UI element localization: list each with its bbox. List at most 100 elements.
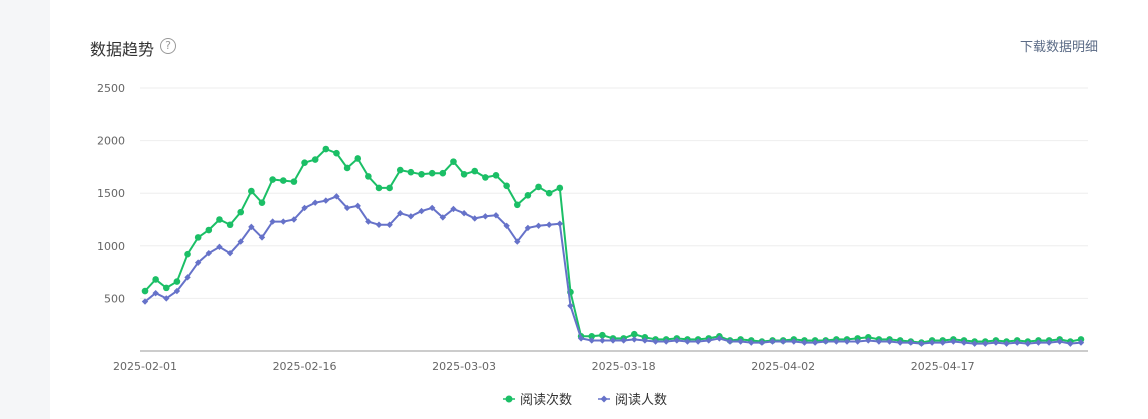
data-point xyxy=(503,222,510,230)
data-point xyxy=(1003,340,1010,347)
data-point xyxy=(705,337,712,344)
chart-series xyxy=(141,145,1085,347)
data-point xyxy=(280,218,287,225)
x-tick-label: 2025-03-03 xyxy=(432,360,496,373)
data-point xyxy=(301,159,308,166)
data-point xyxy=(1056,338,1063,345)
data-point xyxy=(460,209,468,217)
data-point xyxy=(769,338,776,345)
download-data-link[interactable]: 下载数据明细 xyxy=(1019,40,1098,55)
data-point xyxy=(396,166,404,174)
data-point xyxy=(513,201,521,209)
data-point xyxy=(1077,339,1085,346)
data-point xyxy=(184,250,191,258)
data-point xyxy=(428,204,436,212)
data-point xyxy=(216,243,223,251)
data-point xyxy=(1013,339,1021,346)
data-point xyxy=(492,172,500,179)
data-point xyxy=(673,337,681,344)
data-point xyxy=(322,197,330,204)
data-point xyxy=(173,278,181,285)
data-point xyxy=(418,207,425,215)
x-tick-label: 2025-02-01 xyxy=(113,360,177,373)
data-point xyxy=(237,208,245,216)
data-point xyxy=(779,338,787,345)
y-axis-ticks: 500 1000 1500 2000 2500 xyxy=(97,82,125,305)
data-point xyxy=(311,199,319,206)
data-point xyxy=(545,189,553,197)
data-point xyxy=(163,295,170,302)
data-point xyxy=(237,238,244,245)
data-point xyxy=(641,337,649,344)
x-tick-label: 2025-03-18 xyxy=(592,360,656,373)
data-point xyxy=(290,178,298,185)
data-point xyxy=(982,340,989,347)
data-point xyxy=(567,302,574,309)
data-point xyxy=(333,149,340,157)
data-point xyxy=(407,213,415,220)
data-point xyxy=(471,215,478,222)
legend-item[interactable]: 阅读人数 xyxy=(598,393,667,408)
data-point xyxy=(482,213,489,220)
data-point xyxy=(365,173,372,180)
y-tick-label: 500 xyxy=(104,292,125,305)
data-point xyxy=(269,218,276,225)
data-point xyxy=(184,274,191,281)
x-tick-label: 2025-04-02 xyxy=(751,360,815,373)
data-point xyxy=(854,338,861,345)
x-tick-label: 2025-04-17 xyxy=(911,360,975,373)
data-point xyxy=(535,222,542,230)
data-point xyxy=(822,338,829,345)
data-point xyxy=(439,214,447,221)
y-tick-label: 1000 xyxy=(97,240,125,253)
data-point xyxy=(1045,339,1053,346)
data-point xyxy=(343,164,351,172)
data-point xyxy=(652,338,659,345)
chart-legend[interactable]: 阅读次数 阅读人数 xyxy=(503,392,667,408)
data-point xyxy=(354,202,361,210)
data-point xyxy=(960,339,968,346)
series-readers xyxy=(141,193,1085,347)
data-point xyxy=(311,156,319,163)
data-point xyxy=(439,169,447,177)
data-point xyxy=(599,337,606,344)
data-point xyxy=(1024,340,1032,347)
data-point xyxy=(790,338,798,345)
data-point xyxy=(1035,339,1042,346)
data-point xyxy=(758,339,766,346)
data-point xyxy=(194,259,202,266)
data-point xyxy=(843,338,851,345)
data-point xyxy=(386,221,393,228)
data-point xyxy=(194,234,202,241)
data-point xyxy=(630,330,638,338)
data-point xyxy=(939,339,946,346)
legend-item[interactable]: 阅读次数 xyxy=(503,392,572,408)
data-point xyxy=(609,337,617,344)
data-point xyxy=(482,174,489,181)
data-point xyxy=(428,169,436,177)
data-point xyxy=(737,338,744,345)
data-point xyxy=(460,170,468,178)
data-point xyxy=(226,221,234,229)
data-point xyxy=(694,338,702,345)
data-point xyxy=(258,199,266,206)
data-point xyxy=(397,209,404,217)
data-point xyxy=(726,338,734,345)
data-point xyxy=(450,205,457,213)
data-point xyxy=(556,220,564,227)
data-point xyxy=(226,249,234,257)
data-point xyxy=(386,184,393,192)
data-point xyxy=(152,276,159,283)
question-circle-icon[interactable]: ? xyxy=(160,38,176,54)
data-point xyxy=(162,284,170,292)
data-point xyxy=(471,167,479,175)
y-tick-label: 2000 xyxy=(97,135,125,148)
card-title: 数据趋势 xyxy=(90,40,155,59)
data-point xyxy=(620,337,627,344)
data-point xyxy=(269,176,276,183)
data-point xyxy=(801,339,808,346)
data-point xyxy=(322,145,330,153)
legend-marker xyxy=(505,395,513,403)
data-point xyxy=(588,337,595,344)
